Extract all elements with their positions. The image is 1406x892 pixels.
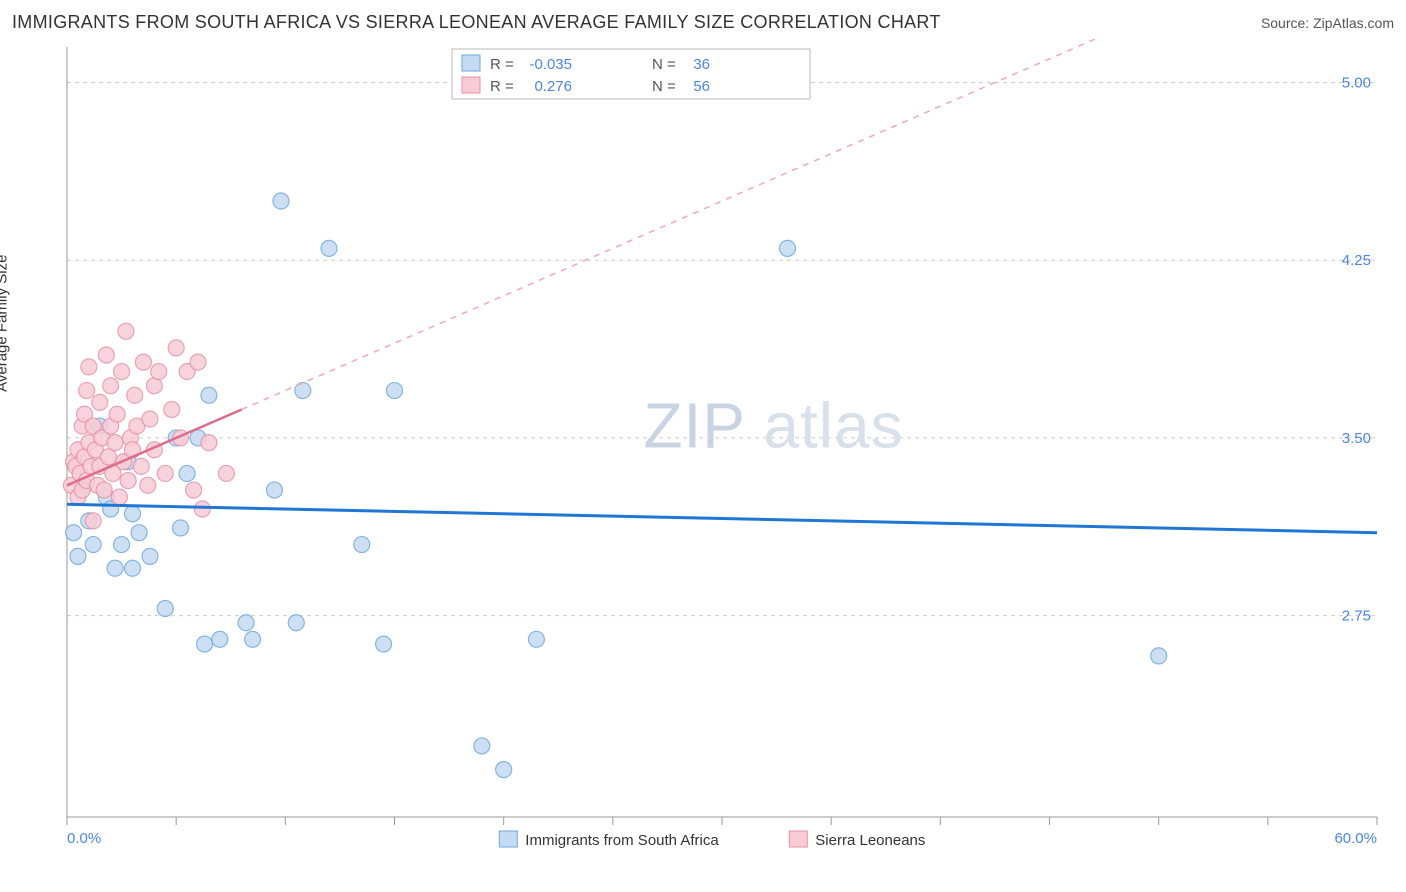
x-end-label: 60.0% — [1334, 830, 1377, 847]
data-point-sierra-leonean — [114, 364, 130, 380]
data-point-south-africa — [496, 762, 512, 778]
legend-label-sierra-leonean: Sierra Leoneans — [815, 832, 925, 849]
scatter-chart: 2.75 3.50 4.25 5.00 0.0% 60.0% ZIPatlas R = -0.0… — [12, 37, 1394, 867]
data-point-sierra-leonean — [92, 394, 108, 410]
data-point-south-africa — [157, 601, 173, 617]
chart-title: IMMIGRANTS FROM SOUTH AFRICA VS SIERRA L… — [12, 12, 941, 33]
data-point-sierra-leonean — [164, 401, 180, 417]
data-point-south-africa — [125, 506, 141, 522]
x-start-label: 0.0% — [67, 830, 101, 847]
data-point-south-africa — [376, 636, 392, 652]
data-point-south-africa — [273, 193, 289, 209]
data-point-sierra-leonean — [218, 465, 234, 481]
data-point-south-africa — [288, 615, 304, 631]
data-point-south-africa — [528, 631, 544, 647]
data-point-south-africa — [179, 465, 195, 481]
data-point-south-africa — [238, 615, 254, 631]
y-tick-label: 2.75 — [1342, 608, 1371, 625]
data-point-sierra-leonean — [96, 482, 112, 498]
data-point-south-africa — [474, 738, 490, 754]
data-point-south-africa — [85, 537, 101, 553]
data-point-south-africa — [321, 240, 337, 256]
data-point-south-africa — [245, 631, 261, 647]
stats-r-sierra-leonean: 0.276 — [534, 78, 572, 95]
data-point-south-africa — [780, 240, 796, 256]
data-point-sierra-leonean — [85, 513, 101, 529]
stats-r-south-africa: -0.035 — [529, 56, 572, 73]
data-point-sierra-leonean — [140, 477, 156, 493]
data-point-south-africa — [142, 548, 158, 564]
data-point-sierra-leonean — [107, 435, 123, 451]
data-point-sierra-leonean — [151, 364, 167, 380]
data-point-south-africa — [387, 383, 403, 399]
data-point-sierra-leonean — [135, 354, 151, 370]
data-point-south-africa — [1151, 648, 1167, 664]
watermark: ZIP — [643, 389, 746, 461]
chart-header: IMMIGRANTS FROM SOUTH AFRICA VS SIERRA L… — [12, 12, 1394, 33]
data-point-south-africa — [201, 387, 217, 403]
data-point-south-africa — [354, 537, 370, 553]
data-point-south-africa — [114, 537, 130, 553]
swatch-sierra-leonean — [462, 77, 480, 93]
data-point-sierra-leonean — [109, 406, 125, 422]
data-point-sierra-leonean — [133, 458, 149, 474]
data-point-south-africa — [197, 636, 213, 652]
stats-label: N = — [652, 78, 676, 95]
y-tick-label: 3.50 — [1342, 430, 1371, 447]
data-point-sierra-leonean — [168, 340, 184, 356]
data-point-south-africa — [212, 631, 228, 647]
legend-swatch-south-africa — [499, 831, 517, 847]
data-point-sierra-leonean — [190, 354, 206, 370]
chart-source: Source: ZipAtlas.com — [1261, 15, 1394, 31]
data-point-sierra-leonean — [186, 482, 202, 498]
data-point-south-africa — [66, 525, 82, 541]
watermark: atlas — [763, 389, 903, 461]
data-point-sierra-leonean — [142, 411, 158, 427]
data-point-sierra-leonean — [103, 378, 119, 394]
stats-label: R = — [490, 56, 514, 73]
data-point-sierra-leonean — [146, 378, 162, 394]
data-point-sierra-leonean — [79, 383, 95, 399]
swatch-south-africa — [462, 55, 480, 71]
y-tick-label: 5.00 — [1342, 75, 1371, 92]
data-point-south-africa — [131, 525, 147, 541]
data-point-sierra-leonean — [111, 489, 127, 505]
data-point-sierra-leonean — [194, 501, 210, 517]
data-point-south-africa — [107, 560, 123, 576]
stats-n-south-africa: 36 — [693, 56, 710, 73]
y-axis-label: Average Family Size — [0, 255, 11, 392]
stats-label: N = — [652, 56, 676, 73]
y-tick-label: 4.25 — [1342, 252, 1371, 269]
data-point-south-africa — [266, 482, 282, 498]
legend-swatch-sierra-leonean — [789, 831, 807, 847]
data-point-sierra-leonean — [118, 323, 134, 339]
data-point-sierra-leonean — [157, 465, 173, 481]
stats-label: R = — [490, 78, 514, 95]
data-point-sierra-leonean — [120, 473, 136, 489]
data-point-sierra-leonean — [100, 449, 116, 465]
data-point-south-africa — [173, 520, 189, 536]
data-point-sierra-leonean — [201, 435, 217, 451]
data-point-sierra-leonean — [98, 347, 114, 363]
data-point-sierra-leonean — [127, 387, 143, 403]
data-point-south-africa — [125, 560, 141, 576]
legend-label-south-africa: Immigrants from South Africa — [525, 832, 719, 849]
data-point-south-africa — [70, 548, 86, 564]
trend-line-south-africa — [67, 504, 1377, 532]
stats-n-sierra-leonean: 56 — [693, 78, 710, 95]
data-point-sierra-leonean — [81, 359, 97, 375]
